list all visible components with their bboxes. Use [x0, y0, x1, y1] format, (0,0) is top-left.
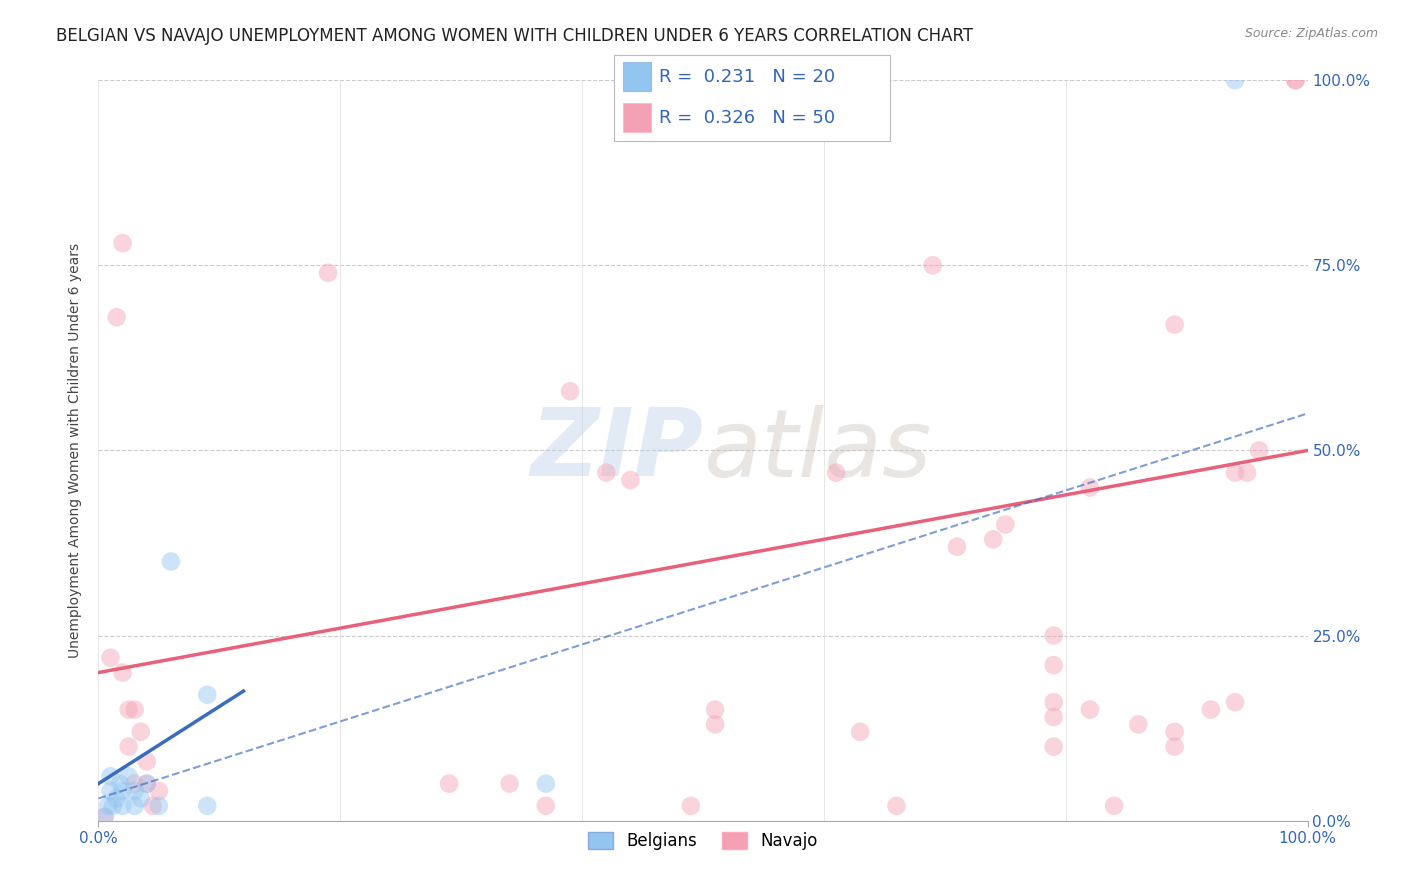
Point: [1042, 658, 1064, 673]
Point: [1163, 318, 1185, 332]
Point: [679, 798, 702, 813]
Point: [118, 703, 141, 717]
Point: [111, 784, 134, 798]
Y-axis label: Unemployment Among Women with Children Under 6 years: Unemployment Among Women with Children U…: [69, 243, 83, 658]
Point: [595, 466, 617, 480]
Point: [534, 776, 557, 791]
Point: [886, 798, 908, 813]
Point: [129, 724, 152, 739]
Point: [100, 650, 122, 665]
Point: [124, 784, 146, 798]
Point: [316, 266, 339, 280]
Point: [105, 310, 128, 325]
Point: [981, 533, 1004, 547]
Point: [704, 703, 727, 717]
Point: [1223, 466, 1246, 480]
Point: [1236, 466, 1258, 480]
Point: [1199, 703, 1222, 717]
Point: [124, 776, 146, 791]
Bar: [623, 62, 651, 91]
Point: [135, 755, 157, 769]
FancyBboxPatch shape: [614, 55, 890, 141]
Point: [994, 517, 1017, 532]
Point: [921, 259, 943, 273]
Point: [437, 776, 460, 791]
Point: [825, 466, 848, 480]
Point: [1078, 480, 1101, 494]
Point: [100, 769, 122, 783]
Bar: [623, 103, 651, 132]
Point: [1042, 739, 1064, 754]
Legend: Belgians, Navajo: Belgians, Navajo: [582, 825, 824, 856]
Text: R =  0.231   N = 20: R = 0.231 N = 20: [659, 68, 835, 86]
Point: [1223, 695, 1246, 709]
Text: ZIP: ZIP: [530, 404, 703, 497]
Point: [946, 540, 969, 554]
Text: Source: ZipAtlas.com: Source: ZipAtlas.com: [1244, 27, 1378, 40]
Point: [111, 665, 134, 680]
Point: [101, 798, 124, 813]
Point: [148, 798, 170, 813]
Point: [142, 798, 165, 813]
Point: [108, 776, 131, 791]
Point: [118, 739, 141, 754]
Point: [93, 810, 115, 824]
Point: [534, 798, 557, 813]
Point: [105, 791, 128, 805]
Point: [1163, 739, 1185, 754]
Point: [558, 384, 581, 399]
Point: [1042, 628, 1064, 642]
Text: BELGIAN VS NAVAJO UNEMPLOYMENT AMONG WOMEN WITH CHILDREN UNDER 6 YEARS CORRELATI: BELGIAN VS NAVAJO UNEMPLOYMENT AMONG WOM…: [56, 27, 973, 45]
Point: [93, 810, 115, 824]
Point: [111, 798, 134, 813]
Point: [849, 724, 872, 739]
Point: [1223, 73, 1246, 87]
Point: [111, 236, 134, 251]
Point: [195, 798, 218, 813]
Point: [1042, 695, 1064, 709]
Point: [118, 769, 141, 783]
Point: [124, 798, 146, 813]
Point: [160, 555, 183, 569]
Text: R =  0.326   N = 50: R = 0.326 N = 50: [659, 109, 835, 127]
Point: [1284, 73, 1306, 87]
Point: [498, 776, 520, 791]
Point: [100, 784, 122, 798]
Point: [135, 776, 157, 791]
Point: [1249, 443, 1271, 458]
Point: [1042, 710, 1064, 724]
Point: [704, 717, 727, 731]
Point: [135, 776, 157, 791]
Point: [1102, 798, 1125, 813]
Point: [1284, 73, 1306, 87]
Point: [124, 703, 146, 717]
Point: [1128, 717, 1150, 731]
Point: [129, 791, 152, 805]
Point: [1163, 724, 1185, 739]
Point: [195, 688, 218, 702]
Point: [619, 473, 641, 487]
Point: [1078, 703, 1101, 717]
Point: [97, 798, 120, 813]
Point: [148, 784, 170, 798]
Text: atlas: atlas: [703, 405, 931, 496]
